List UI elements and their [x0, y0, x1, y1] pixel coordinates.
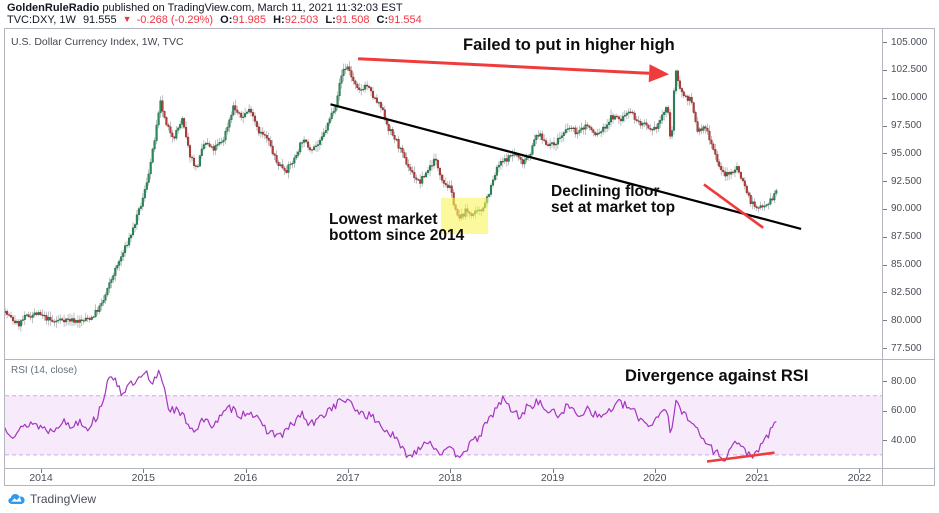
price-axis-tick [883, 97, 887, 99]
price-down-triangle-icon: ▼ [122, 14, 132, 24]
rsi-axis-tick [883, 381, 887, 382]
high-value: 92.503 [284, 14, 319, 26]
time-axis-label: 2018 [438, 472, 462, 484]
price-axis-tick [883, 236, 887, 238]
rsi-legend: RSI (14, close) [11, 365, 78, 376]
price-axis-label: 95.000 [891, 147, 922, 159]
price-axis-tick [883, 69, 887, 71]
symbol-title: TVC:DXY, 1W [7, 14, 76, 26]
price-axis-separator [882, 29, 883, 485]
tradingview-logo-link[interactable]: TradingView [8, 492, 96, 506]
price-axis-label: 90.000 [891, 203, 922, 215]
time-axis-tick [757, 469, 759, 473]
price-axis-tick [883, 264, 887, 266]
time-axis-label: 2016 [233, 472, 258, 484]
price-axis[interactable]: 105.000 102.500 100.000 97.500 95.000 92… [883, 29, 935, 468]
price-axis-label: 102.500 [891, 64, 928, 76]
time-axis-label: 2021 [745, 472, 769, 484]
price-axis-tick [883, 320, 887, 322]
open-label: O: [220, 14, 233, 26]
price-axis-label: 92.500 [891, 175, 922, 187]
time-axis-tick [347, 469, 349, 473]
price-axis-label: 80.000 [891, 314, 922, 326]
price-axis-tick [883, 208, 887, 210]
price-axis-label: 97.500 [891, 120, 922, 131]
rsi-axis-tick [883, 440, 887, 442]
time-axis-tick [859, 469, 861, 473]
annotation-failed-higher-high: Failed to put in higher high [463, 36, 675, 54]
last-price: 91.555 [82, 14, 117, 26]
time-axis-label: 2019 [540, 472, 565, 484]
price-axis-tick [883, 348, 887, 349]
price-axis-label: 85.000 [891, 259, 922, 270]
price-axis-label: 82.500 [891, 286, 922, 298]
time-axis-tick [450, 469, 452, 473]
time-axis-label: 2014 [29, 472, 53, 484]
price-axis-label: 100.000 [891, 92, 928, 104]
chart-legend: U.S. Dollar Currency Index, 1W, TVC [11, 36, 184, 48]
price-rsi-separator[interactable] [5, 359, 934, 360]
price-axis-tick [883, 292, 887, 294]
annotation-lowest-bottom: Lowest market bottom since 2014 [329, 212, 464, 244]
price-axis-label: 77.500 [891, 342, 922, 354]
annotation-lowest-bottom-line2: bottom since 2014 [329, 227, 465, 244]
price-axis-label: 105.000 [891, 36, 928, 48]
time-axis[interactable]: 2014 2015 2016 2017 2018 2019 2020 2021 … [5, 469, 882, 487]
tradingview-brand-text: TradingView [30, 492, 97, 506]
low-label: L: [325, 14, 336, 26]
annotation-declining-floor-line2: set at market top [551, 199, 676, 216]
rsi-axis-label: 80.00 [891, 375, 917, 387]
symbol-header: TVC:DXY, 1W 91.555 ▼ -0.268 (-0.29%) O:9… [7, 14, 422, 26]
time-axis-label: 2022 [847, 472, 872, 484]
price-axis-tick [883, 181, 887, 183]
close-label: C: [376, 14, 389, 26]
time-axis-label: 2017 [336, 472, 360, 484]
annotation-lowest-bottom-line1: Lowest market [329, 211, 438, 228]
rsi-axis-tick [883, 410, 887, 412]
chart-panel[interactable]: U.S. Dollar Currency Index, 1W, TVC RSI … [4, 28, 935, 486]
price-axis-tick [883, 153, 887, 155]
annotation-declining-floor: Declining floor set at market top [551, 184, 675, 216]
time-axis-label: 2020 [643, 472, 667, 484]
time-axis-label: 2015 [131, 472, 155, 484]
time-axis-tick [552, 469, 554, 473]
price-axis-label: 87.500 [891, 231, 922, 243]
annotation-rsi-divergence: Divergence against RSI [625, 367, 809, 385]
price-axis-tick [883, 42, 887, 43]
price-axis-tick [883, 125, 887, 127]
time-axis-tick [654, 469, 656, 473]
time-axis-tick [245, 469, 247, 473]
close-value: 91.554 [388, 14, 422, 26]
publish-info: published on TradingView.com, March 11, … [99, 2, 403, 14]
time-axis-tick [41, 469, 42, 473]
price-change: -0.268 (-0.29%) [136, 14, 214, 26]
open-value: 91.985 [232, 14, 267, 26]
time-axis-tick [143, 469, 145, 473]
annotation-declining-floor-line1: Declining floor [551, 183, 660, 200]
high-label: H: [273, 14, 285, 26]
rsi-axis-label: 40.00 [891, 434, 917, 446]
tradingview-cloud-icon [8, 494, 25, 504]
rsi-timeaxis-separator [5, 468, 934, 469]
author-name: GoldenRuleRadio [7, 2, 100, 14]
price-and-rsi-chart[interactable] [5, 29, 936, 487]
rsi-axis-label: 60.00 [891, 405, 917, 417]
publish-header: GoldenRuleRadio published on TradingView… [7, 2, 403, 14]
low-value: 91.508 [335, 14, 370, 26]
